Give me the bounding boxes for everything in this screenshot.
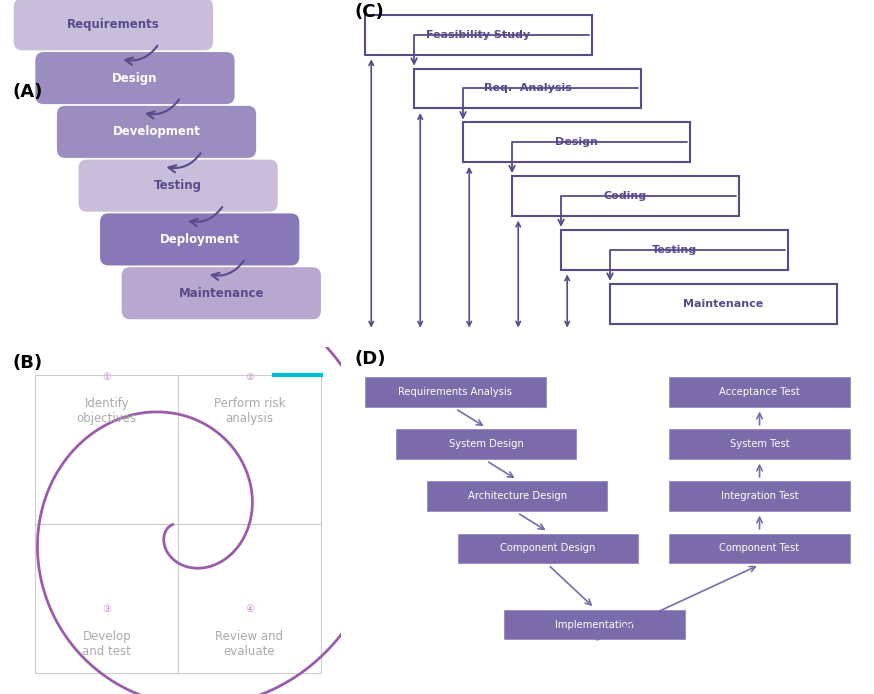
FancyBboxPatch shape — [669, 378, 850, 407]
Text: Component Design: Component Design — [501, 543, 596, 553]
FancyBboxPatch shape — [57, 106, 256, 158]
FancyBboxPatch shape — [35, 52, 234, 104]
Text: Perform risk
analysis: Perform risk analysis — [214, 397, 285, 425]
FancyBboxPatch shape — [79, 160, 278, 212]
Text: Coding: Coding — [604, 191, 647, 201]
Text: Testing: Testing — [154, 179, 202, 192]
Text: ①: ① — [102, 372, 111, 382]
Text: Testing: Testing — [652, 245, 697, 255]
Text: Component Test: Component Test — [719, 543, 800, 553]
Text: Develop
and test: Develop and test — [82, 630, 131, 658]
Text: ④: ④ — [245, 604, 254, 614]
FancyBboxPatch shape — [463, 122, 690, 162]
Text: Review and
evaluate: Review and evaluate — [216, 630, 283, 658]
FancyBboxPatch shape — [14, 0, 213, 51]
FancyBboxPatch shape — [669, 430, 850, 459]
Text: Requirements Analysis: Requirements Analysis — [399, 387, 512, 397]
Text: Architecture Design: Architecture Design — [468, 491, 566, 501]
FancyBboxPatch shape — [458, 534, 638, 563]
Text: Requirements: Requirements — [67, 18, 160, 31]
FancyBboxPatch shape — [121, 267, 321, 319]
Text: System Test: System Test — [730, 439, 789, 449]
Text: System Design: System Design — [449, 439, 524, 449]
FancyBboxPatch shape — [365, 15, 592, 55]
FancyBboxPatch shape — [365, 378, 545, 407]
FancyBboxPatch shape — [427, 482, 607, 511]
FancyBboxPatch shape — [610, 284, 837, 323]
Text: Maintenance: Maintenance — [178, 287, 264, 300]
Text: Implementation: Implementation — [555, 620, 634, 629]
FancyBboxPatch shape — [669, 534, 850, 563]
Text: Design: Design — [112, 71, 157, 85]
Text: ②: ② — [245, 372, 254, 382]
Text: Req.  Analysis: Req. Analysis — [483, 83, 572, 94]
FancyBboxPatch shape — [504, 610, 685, 639]
Text: Development: Development — [113, 126, 200, 138]
Text: Acceptance Test: Acceptance Test — [719, 387, 800, 397]
Text: (B): (B) — [12, 354, 42, 372]
FancyBboxPatch shape — [669, 482, 850, 511]
Text: Deployment: Deployment — [160, 233, 239, 246]
Text: (D): (D) — [355, 350, 386, 369]
Text: Maintenance: Maintenance — [683, 298, 764, 309]
Text: Feasibility Study: Feasibility Study — [427, 30, 531, 40]
Text: (C): (C) — [355, 3, 385, 22]
FancyBboxPatch shape — [396, 430, 577, 459]
Bar — [35, 375, 321, 673]
FancyBboxPatch shape — [414, 69, 641, 108]
FancyBboxPatch shape — [100, 214, 299, 266]
Text: Identify
objectives: Identify objectives — [77, 397, 136, 425]
Text: Design: Design — [555, 137, 598, 147]
FancyBboxPatch shape — [512, 176, 739, 216]
Text: (A): (A) — [12, 83, 43, 101]
Text: ③: ③ — [102, 604, 111, 614]
Text: Integration Test: Integration Test — [721, 491, 798, 501]
FancyBboxPatch shape — [561, 230, 788, 270]
